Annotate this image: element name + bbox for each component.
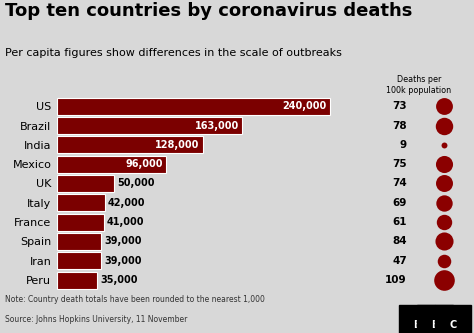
Bar <box>57 136 202 154</box>
Text: 39,000: 39,000 <box>105 256 142 266</box>
Bar <box>57 194 105 211</box>
Text: 41,000: 41,000 <box>107 217 145 227</box>
Text: 73: 73 <box>392 101 407 111</box>
Text: 42,000: 42,000 <box>108 198 146 208</box>
Point <box>440 181 448 186</box>
Bar <box>57 156 166 173</box>
Bar <box>57 233 101 250</box>
Text: 78: 78 <box>392 121 407 131</box>
Text: 163,000: 163,000 <box>195 121 239 131</box>
Text: Source: Johns Hopkins University, 11 November: Source: Johns Hopkins University, 11 Nov… <box>5 315 187 324</box>
Point <box>440 239 448 244</box>
Bar <box>57 213 103 231</box>
Text: 109: 109 <box>385 275 407 285</box>
Text: 75: 75 <box>392 159 407 169</box>
Point <box>440 277 448 283</box>
Bar <box>57 98 330 115</box>
Point <box>440 142 448 148</box>
Text: 50,000: 50,000 <box>117 178 155 188</box>
Text: 69: 69 <box>392 198 407 208</box>
Text: 39,000: 39,000 <box>105 236 142 246</box>
Bar <box>57 271 97 289</box>
Text: Top ten countries by coronavirus deaths: Top ten countries by coronavirus deaths <box>5 2 412 20</box>
Point <box>440 104 448 109</box>
Text: B: B <box>431 320 439 330</box>
Text: Deaths per
100k population: Deaths per 100k population <box>386 75 452 95</box>
Text: Note: Country death totals have been rounded to the nearest 1,000: Note: Country death totals have been rou… <box>5 295 264 304</box>
Text: Per capita figures show differences in the scale of outbreaks: Per capita figures show differences in t… <box>5 48 342 58</box>
Text: 9: 9 <box>400 140 407 150</box>
Point <box>440 123 448 128</box>
Bar <box>57 252 101 269</box>
Point <box>440 162 448 167</box>
Text: 74: 74 <box>392 178 407 188</box>
Text: 84: 84 <box>392 236 407 246</box>
Bar <box>57 117 243 134</box>
Point <box>440 219 448 225</box>
Point <box>440 200 448 205</box>
Text: 240,000: 240,000 <box>283 101 327 111</box>
Text: 61: 61 <box>392 217 407 227</box>
Bar <box>57 175 114 192</box>
Text: 47: 47 <box>392 256 407 266</box>
Text: B: B <box>413 320 421 330</box>
Text: 128,000: 128,000 <box>155 140 199 150</box>
Text: 35,000: 35,000 <box>100 275 137 285</box>
Text: C: C <box>449 320 457 330</box>
Text: 96,000: 96,000 <box>125 159 163 169</box>
Point <box>440 258 448 263</box>
